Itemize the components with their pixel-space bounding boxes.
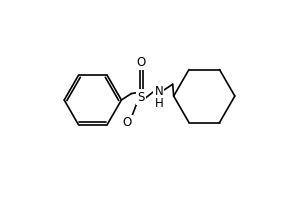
Text: N: N [154, 85, 163, 98]
Text: O: O [136, 56, 146, 69]
Text: S: S [137, 91, 145, 104]
Text: H: H [154, 97, 163, 110]
Text: O: O [123, 116, 132, 129]
